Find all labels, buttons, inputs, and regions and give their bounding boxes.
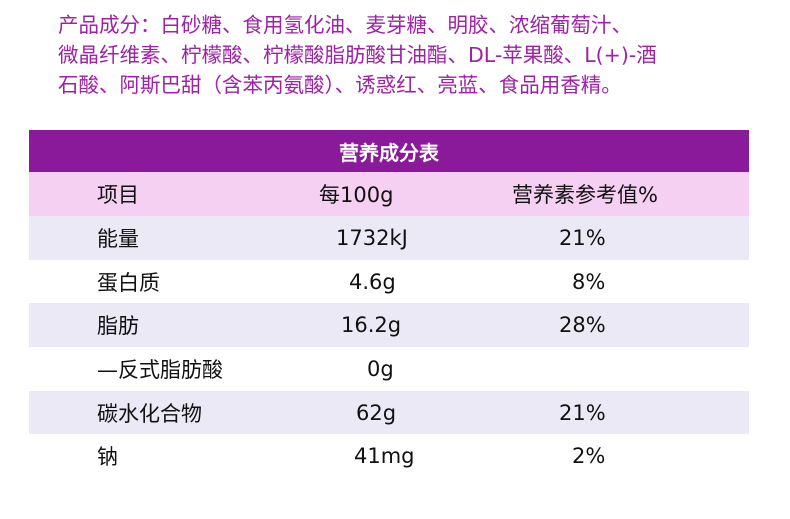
- row-per100g: 0g: [367, 356, 394, 381]
- row-item: 脂肪: [97, 314, 139, 339]
- row-per100g: 16.2g: [341, 313, 402, 338]
- row-nrv: 21%: [559, 225, 606, 250]
- table-row: 脂肪 16.2g 28%: [29, 303, 749, 348]
- ingredients-line: 产品成分：白砂糖、食用氢化油、麦芽糖、明胶、浓缩葡萄汁、: [58, 13, 632, 37]
- row-nrv: 8%: [572, 269, 606, 294]
- table-row: 碳水化合物 62g 21%: [29, 390, 749, 435]
- row-nrv: 21%: [559, 400, 606, 425]
- nutrition-table: 营养成分表 项目 每100g 营养素参考值% 能量 1732kJ 21% 蛋白质…: [29, 130, 749, 479]
- ingredients-text: 产品成分：白砂糖、食用氢化油、麦芽糖、明胶、浓缩葡萄汁、 微晶纤维素、柠檬酸、柠…: [58, 10, 778, 100]
- table-row: 能量 1732kJ 21%: [29, 216, 749, 260]
- row-per100g: 62g: [356, 400, 397, 425]
- table-row: 蛋白质 4.6g 8%: [29, 259, 749, 304]
- table-title: 营养成分表: [29, 130, 749, 172]
- table-row: 钠 41mg 2%: [29, 434, 749, 479]
- row-item: 蛋白质: [97, 270, 160, 295]
- row-per100g: 41mg: [354, 444, 415, 469]
- row-per100g: 4.6g: [349, 269, 396, 294]
- header-per100g: 每100g: [319, 183, 394, 207]
- row-item: 能量: [97, 226, 139, 251]
- row-item: 碳水化合物: [97, 401, 202, 426]
- header-nrv: 营养素参考值%: [512, 183, 658, 207]
- table-header-row: 项目 每100g 营养素参考值%: [29, 172, 749, 216]
- row-item: —反式脂肪酸: [97, 357, 223, 382]
- ingredients-line: 石酸、阿斯巴甜（含苯丙氨酸）、诱惑红、亮蓝、食品用香精。: [58, 73, 622, 97]
- header-item: 项目: [97, 183, 139, 207]
- row-nrv: 28%: [559, 313, 606, 338]
- row-per100g: 1732kJ: [336, 225, 408, 250]
- row-item: 钠: [97, 445, 118, 470]
- table-row: —反式脂肪酸 0g: [29, 347, 749, 391]
- ingredients-line: 微晶纤维素、柠檬酸、柠檬酸脂肪酸甘油酯、DL-苹果酸、L(+)-酒: [58, 43, 657, 67]
- row-nrv: 2%: [572, 444, 606, 469]
